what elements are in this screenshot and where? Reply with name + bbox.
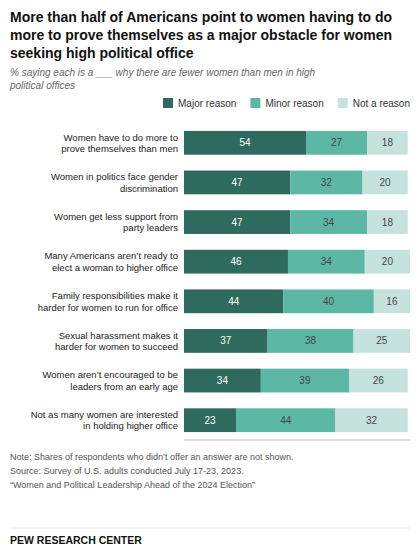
legend: Major reason Minor reason Not a reason <box>163 98 410 109</box>
data-label: 39 <box>299 375 311 386</box>
title-line: more to prove themselves as a major obst… <box>10 27 392 43</box>
title-line: More than half of Americans point to wom… <box>10 9 392 25</box>
data-label: 40 <box>323 296 335 307</box>
data-label: 27 <box>331 137 343 148</box>
category-label-line: in holding higher office <box>83 420 178 431</box>
note-line: Note: Shares of respondents who didn’t o… <box>10 452 294 462</box>
note-line: “Women and Political Leadership Ahead of… <box>10 480 255 490</box>
category-label-line: Family responsibilities make it <box>52 290 179 301</box>
bar-segment <box>184 289 283 313</box>
subtitle-line: political offices <box>9 80 75 91</box>
data-label: 38 <box>305 335 317 346</box>
category-label: Sexual harassment makes itharder for wom… <box>55 330 178 353</box>
data-label: 18 <box>382 217 394 228</box>
category-label-line: Not as many women are interested <box>31 409 178 420</box>
category-label-line: harder for women to run for office <box>38 302 178 313</box>
bar-segment <box>374 289 410 313</box>
category-label: Women in politics face genderdiscriminat… <box>51 171 178 194</box>
bar-segment <box>184 131 306 155</box>
category-label-line: Women in politics face gender <box>51 171 178 182</box>
subtitle-line: % saying each is a ___ why there are few… <box>10 67 316 78</box>
category-label: Family responsibilities make itharder fo… <box>38 290 179 313</box>
data-label: 26 <box>373 375 385 386</box>
category-label-line: Women aren’t encouraged to be <box>42 369 178 380</box>
category-label-line: harder for women to succeed <box>55 341 178 352</box>
subtitle: % saying each is a ___ why there are few… <box>9 67 316 91</box>
data-label: 23 <box>204 415 216 426</box>
bar-segment <box>367 210 408 234</box>
chart: More than half of Americans point to wom… <box>0 0 420 554</box>
data-label: 32 <box>366 415 378 426</box>
data-label: 20 <box>380 177 392 188</box>
category-label: Women aren’t encouraged to beleaders fro… <box>42 369 178 392</box>
title-line: seeking high political office <box>10 45 194 61</box>
bar-segment <box>335 408 407 432</box>
category-label: Women get less support fromparty leaders <box>54 211 178 234</box>
bars <box>184 131 410 432</box>
category-label-line: prove themselves than men <box>61 143 178 154</box>
note: Source: Survey of U.S. adults conducted … <box>10 466 244 476</box>
bar-segment <box>354 329 411 353</box>
bar-segment <box>268 329 354 353</box>
bar-segment <box>288 250 365 274</box>
data-label: 34 <box>321 256 333 267</box>
category-label-line: leaders from an early age <box>70 381 178 392</box>
category-label-line: elect a woman to higher office <box>52 262 178 273</box>
legend-swatch <box>338 98 348 108</box>
category-label-line: Many Americans aren’t ready to <box>44 250 178 261</box>
bar-segment <box>306 131 367 155</box>
data-label: 34 <box>217 375 229 386</box>
data-label: 47 <box>232 177 244 188</box>
category-label: Not as many women are interestedin holdi… <box>31 409 178 432</box>
bar-segment <box>184 171 290 195</box>
data-label: 25 <box>376 335 388 346</box>
bar-segment <box>290 171 362 195</box>
category-label: Many Americans aren’t ready toelect a wo… <box>44 250 178 273</box>
bar-segment <box>365 250 410 274</box>
category-label-line: Women get less support from <box>54 211 178 222</box>
data-label: 44 <box>280 415 292 426</box>
category-label-line: Sexual harassment makes it <box>59 330 179 341</box>
data-label: 18 <box>382 137 394 148</box>
bar-segment <box>184 250 288 274</box>
data-labels: 54 27 18 47 32 20 47 34 18 46 34 20 44 40 16 37 38 25 34 39… <box>204 137 397 425</box>
legend-label: Minor reason <box>265 98 323 109</box>
data-label: 20 <box>382 256 394 267</box>
data-label: 47 <box>232 217 244 228</box>
bar-segment <box>261 369 349 393</box>
source: PEW RESEARCH CENTER <box>10 534 142 546</box>
bar-segment <box>290 210 367 234</box>
bar-segment <box>236 408 335 432</box>
note: Note: Shares of respondents who didn’t o… <box>10 452 294 462</box>
title: More than half of Americans point to wom… <box>10 9 392 61</box>
bar-segment <box>363 171 408 195</box>
legend-label: Major reason <box>178 98 236 109</box>
bar-segment <box>184 210 290 234</box>
category-label-line: Women have to do more to <box>64 132 178 143</box>
bar-segment <box>184 369 261 393</box>
category-label-line: discrimination <box>120 183 178 194</box>
bar-segment <box>367 131 408 155</box>
category-label: Women have to do more toprove themselves… <box>61 132 178 155</box>
category-label-line: party leaders <box>123 222 178 233</box>
data-label: 54 <box>239 137 251 148</box>
legend-label: Not a reason <box>353 98 410 109</box>
bar-segment <box>283 289 373 313</box>
data-label: 32 <box>321 177 333 188</box>
data-label: 37 <box>220 335 232 346</box>
legend-swatch <box>250 98 260 108</box>
data-label: 46 <box>230 256 242 267</box>
data-label: 16 <box>386 296 398 307</box>
x-axis-line <box>184 440 410 441</box>
bar-segment <box>349 369 408 393</box>
bar-segment <box>184 408 236 432</box>
note-line: Source: Survey of U.S. adults conducted … <box>10 466 244 476</box>
note: “Women and Political Leadership Ahead of… <box>10 480 255 490</box>
data-label: 34 <box>323 217 335 228</box>
bar-segment <box>184 329 268 353</box>
separator <box>10 528 410 529</box>
legend-swatch <box>163 98 173 108</box>
data-label: 44 <box>228 296 240 307</box>
